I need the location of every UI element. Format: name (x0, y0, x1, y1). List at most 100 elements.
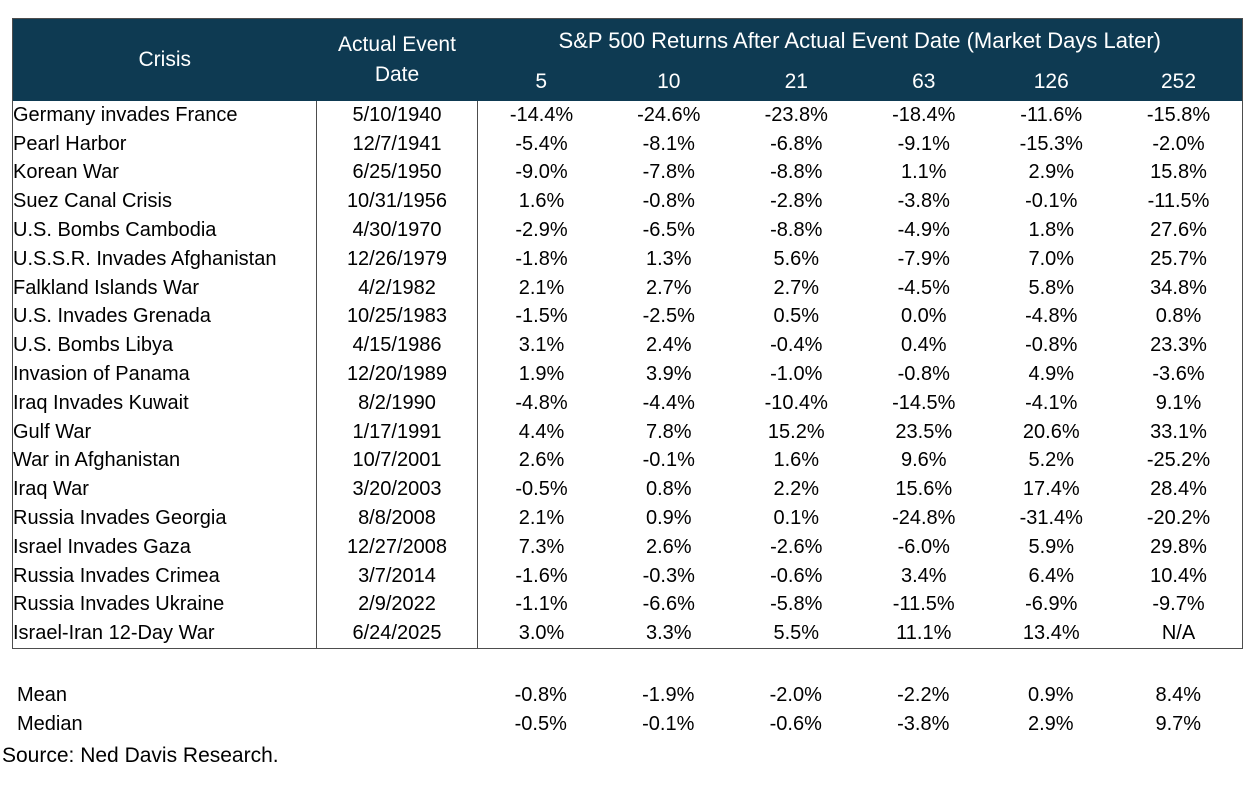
day-column-header-126: 126 (987, 63, 1115, 101)
return-value: -14.5% (892, 391, 956, 414)
return-value: 0.8% (645, 478, 692, 501)
return-value: -7.8% (642, 161, 695, 184)
return-value: -4.1% (1025, 391, 1078, 414)
return-value: 9.1% (1155, 391, 1202, 414)
return-value: 1.1% (900, 161, 947, 184)
return-value: -4.8% (515, 391, 568, 414)
summary-table: Mean -0.8% -1.9% -2.0% -2.2% 0.9% 8.4% Median -0… (12, 681, 1242, 739)
day-column-header-21: 21 (732, 63, 860, 101)
crisis-name: Russia Invades Ukraine (12, 590, 317, 620)
returns-group-header: S&P 500 Returns After Actual Event Date … (477, 18, 1243, 63)
summary-return-value: -0.6% (769, 713, 822, 735)
return-value: -1.5% (515, 305, 568, 328)
return-value: -10.4% (764, 391, 828, 414)
event-date-column-header: Actual Event Date (316, 18, 478, 101)
summary-return-value: -0.1% (642, 713, 695, 735)
summary-return-value: 9.7% (1155, 713, 1202, 735)
table-row: Iraq War 3/20/2003 -0.5% 0.8% 2.2% 15.6% 17.4%… (12, 475, 1243, 505)
return-value: 3.9% (645, 363, 692, 386)
day-column-header-5: 5 (477, 63, 605, 101)
table-row: Russia Invades Crimea 3/7/2014 -1.6% -0.3% -… (12, 561, 1243, 591)
crisis-returns-table: Crisis Actual Event Date S&P 500 Returns… (12, 18, 1244, 649)
return-value: -6.0% (897, 535, 950, 558)
return-value: 15.2% (767, 420, 825, 443)
return-value: -1.8% (515, 247, 568, 270)
return-value: 1.9% (518, 363, 565, 386)
return-value: 17.4% (1022, 478, 1080, 501)
crisis-table-body: Germany invades France 5/10/1940 -14.4% -24… (12, 101, 1243, 649)
event-date: 10/31/1956 (316, 187, 478, 217)
return-value: 7.3% (518, 535, 565, 558)
crisis-name: Russia Invades Crimea (12, 561, 317, 591)
return-value: 3.3% (645, 621, 692, 644)
return-value: -9.0% (515, 161, 568, 184)
crisis-name: U.S. Invades Grenada (12, 302, 317, 332)
return-value: 5.9% (1028, 535, 1075, 558)
day-column-header-252: 252 (1115, 63, 1243, 101)
return-value: 5.5% (773, 621, 820, 644)
return-value: -0.5% (515, 478, 568, 501)
return-value: -14.4% (509, 103, 574, 126)
table-row: War in Afghanistan 10/7/2001 2.6% -0.1% 1.6%… (12, 446, 1243, 476)
day-column-header-63: 63 (860, 63, 988, 101)
summary-date-spacer (316, 681, 477, 710)
return-value: -11.6% (1020, 103, 1083, 126)
day-column-header-10: 10 (605, 63, 733, 101)
return-value: -0.8% (1025, 334, 1078, 357)
return-value: -6.8% (770, 132, 823, 155)
event-date: 12/7/1941 (316, 129, 478, 159)
crisis-name: War in Afghanistan (12, 446, 317, 476)
summary-row: Median -0.5% -0.1% -0.6% -3.8% 2.9% 9.7% (12, 710, 1242, 739)
return-value: 1.3% (645, 247, 692, 270)
return-value: N/A (1161, 621, 1196, 644)
crisis-name: Iraq Invades Kuwait (12, 388, 317, 418)
summary-label: Mean (17, 684, 68, 706)
event-date-header-line2: Date (374, 63, 420, 86)
summary-return-value: -0.8% (514, 684, 567, 706)
return-value: 28.4% (1150, 478, 1207, 501)
event-date: 4/30/1970 (316, 216, 478, 245)
return-value: -0.1% (1025, 190, 1078, 213)
return-value: -18.4% (892, 103, 956, 126)
return-value: 2.6% (518, 449, 565, 472)
return-value: 11.1% (896, 621, 952, 644)
crisis-name: Korean War (12, 158, 317, 188)
return-value: -9.7% (1152, 593, 1205, 616)
summary-label: Median (17, 713, 83, 735)
return-value: 2.7% (645, 276, 692, 299)
return-value: 7.8% (645, 420, 692, 443)
return-value: 34.8% (1150, 276, 1207, 299)
return-value: -24.8% (892, 507, 956, 530)
return-value: 9.6% (900, 449, 947, 472)
return-value: 7.0% (1028, 247, 1075, 270)
summary-return-value: 2.9% (1027, 713, 1074, 735)
return-value: 1.8% (1028, 219, 1075, 242)
return-value: 1.6% (518, 190, 565, 213)
event-date: 6/25/1950 (316, 158, 478, 188)
return-value: -1.6% (515, 564, 568, 587)
event-date: 4/2/1982 (316, 273, 478, 303)
event-date: 12/20/1989 (316, 360, 478, 389)
return-value: -4.9% (897, 219, 950, 242)
event-date: 2/9/2022 (316, 590, 478, 620)
crisis-name: Israel Invades Gaza (12, 532, 317, 562)
event-date: 10/25/1983 (316, 302, 478, 332)
return-value: -24.6% (637, 103, 701, 126)
event-date: 10/7/2001 (316, 446, 478, 476)
return-value: 20.6% (1022, 420, 1080, 443)
summary-return-value: 8.4% (1155, 684, 1202, 706)
table-row: Israel Invades Gaza 12/27/2008 7.3% 2.6% -2.… (12, 532, 1243, 562)
return-value: 0.1% (773, 507, 820, 530)
return-value: 6.4% (1028, 564, 1075, 587)
market-days-header-row: 5 10 21 63 126 252 (13, 63, 1243, 101)
return-value: 33.1% (1150, 420, 1207, 443)
table-row: Germany invades France 5/10/1940 -14.4% -24… (12, 101, 1243, 130)
return-value: 10.4% (1150, 564, 1207, 587)
return-value: -15.3% (1019, 132, 1083, 155)
crisis-name: Iraq War (12, 475, 317, 505)
crisis-name: U.S.S.R. Invades Afghanistan (12, 244, 317, 274)
return-value: 23.3% (1150, 334, 1207, 357)
header-row-top: Crisis Actual Event Date S&P 500 Returns… (12, 18, 1243, 101)
summary-date-spacer (316, 710, 477, 739)
return-value: 15.8% (1150, 161, 1207, 184)
